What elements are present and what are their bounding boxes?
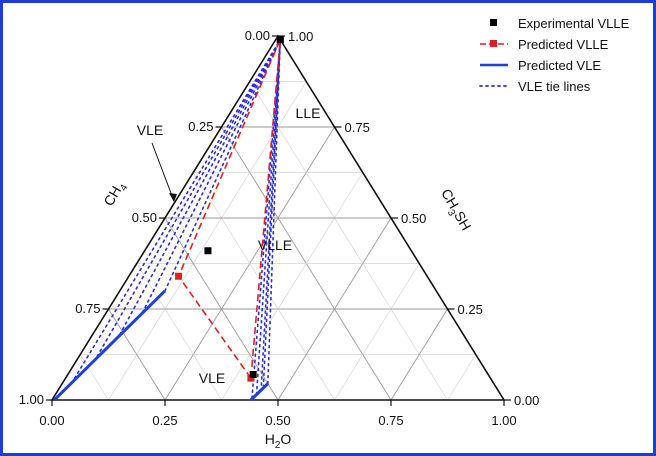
grid-line (221, 172, 364, 401)
experimental-vlle-marker (276, 36, 284, 44)
grid-line (334, 263, 420, 401)
tick-label-left: 0.25 (188, 119, 213, 134)
tick-label-bottom: 1.00 (491, 413, 516, 428)
grid-line (164, 217, 279, 401)
legend-label: Predicted VLLE (518, 37, 609, 52)
grid-line (277, 217, 392, 401)
region-label: LLE (296, 105, 321, 121)
grid-line (249, 81, 448, 401)
vle-tie-line (164, 38, 282, 292)
vle-tie-line (119, 38, 282, 336)
vle-tie-line (260, 38, 282, 392)
legend-marker (490, 19, 497, 26)
experimental-vlle-marker (249, 371, 257, 379)
tick-label-right: 0.50 (401, 211, 426, 226)
region-label: VLE (199, 370, 225, 386)
axis-title-ch3sh: CH3SH (435, 186, 475, 235)
region-label: VLLE (258, 237, 292, 253)
predicted-vlle-line (177, 39, 282, 381)
axis-title-ch4: CH4 (100, 178, 130, 211)
experimental-vlle-marker (204, 247, 212, 255)
tick-label-bottom: 0.00 (39, 413, 64, 428)
grid-line (136, 263, 222, 401)
legend-label: Experimental VLLE (518, 16, 630, 31)
legend-label: Predicted VLE (518, 58, 601, 73)
tick-label-right: 0.25 (458, 302, 483, 317)
grid-line (390, 308, 448, 401)
tick-label-left: 0.75 (75, 301, 100, 316)
tick-label-left: 0.00 (245, 28, 270, 43)
grid-line (447, 354, 477, 401)
predicted-vlle-marker (175, 272, 183, 280)
tick-label-right: 0.75 (345, 120, 370, 135)
tick-label-right: 0.00 (514, 393, 539, 408)
tick-label-bottom: 0.75 (378, 413, 403, 428)
vle-annotation-arrow (151, 142, 175, 202)
predicted-vle-line (53, 289, 167, 402)
vle-tie-line (73, 38, 282, 379)
vle-tie-line (96, 38, 282, 358)
grid-line (108, 308, 166, 401)
legend-label: VLE tie lines (518, 79, 591, 94)
vle-tie-line (141, 38, 282, 314)
predicted-vlle-marker (247, 374, 255, 382)
tick-label-left: 1.00 (19, 392, 44, 407)
vle-annotation-arrowhead (169, 193, 177, 202)
legend-marker (490, 40, 497, 47)
tick-label-right: 1.00 (288, 29, 313, 44)
axis-title-h2o: H2O (265, 431, 292, 451)
tick-label-bottom: 0.25 (152, 413, 177, 428)
tick-label-bottom: 0.50 (265, 413, 290, 428)
tick-label-left: 0.50 (132, 210, 157, 225)
region-label: VLE (137, 122, 163, 138)
predicted-vle-line (249, 382, 269, 402)
